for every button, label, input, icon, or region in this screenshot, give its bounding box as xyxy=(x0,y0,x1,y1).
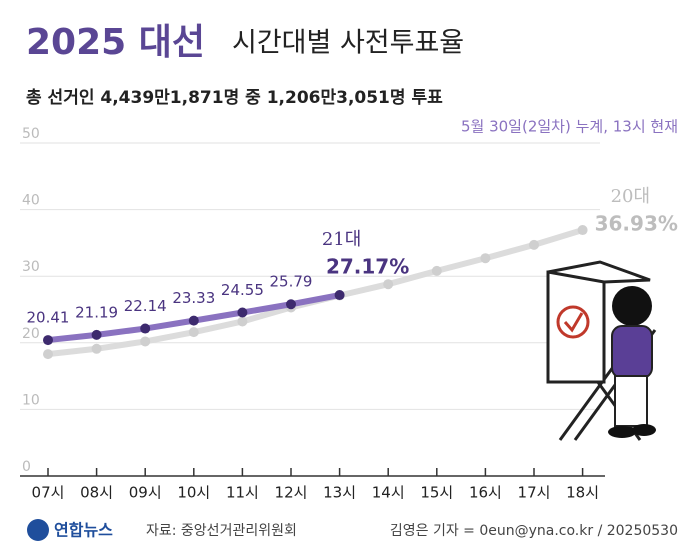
value-label: 21.19 xyxy=(75,303,118,321)
value-label: 22.14 xyxy=(124,297,167,315)
marker xyxy=(237,316,248,327)
marker xyxy=(334,290,345,301)
x-tick-label: 12시 xyxy=(275,484,308,502)
y-tick-label: 10 xyxy=(22,392,40,408)
marker xyxy=(237,307,248,318)
marker xyxy=(91,329,102,340)
marker xyxy=(188,315,199,326)
marker xyxy=(140,336,151,347)
chart-title: 2025 대선 xyxy=(26,22,205,63)
value-label: 23.33 xyxy=(172,289,215,307)
x-tick-label: 09시 xyxy=(129,484,162,502)
x-tick-label: 11시 xyxy=(226,484,259,502)
value-label: 27.17% xyxy=(326,255,409,279)
note: 5월 30일(2일차) 누계, 13시 현재 xyxy=(461,118,678,136)
marker xyxy=(91,343,102,354)
y-tick-label: 40 xyxy=(22,193,40,209)
series-name: 20대 xyxy=(611,186,650,207)
x-tick-label: 08시 xyxy=(80,484,113,502)
value-label: 24.55 xyxy=(221,281,264,299)
x-tick-label: 14시 xyxy=(372,484,405,502)
x-tick-label: 07시 xyxy=(32,484,65,502)
chart-subtitle: 시간대별 사전투표율 xyxy=(232,28,464,59)
value-label: 36.93% xyxy=(595,212,678,236)
marker xyxy=(431,265,442,276)
x-tick-label: 17시 xyxy=(518,484,551,502)
plot: 0 10 20 30 40 50 07시 08시 09시 10시 11시 12시 13시 14시 15시 16… xyxy=(20,126,678,502)
summary: 총 선거인 4,439만1,871명 중 1,206만3,051명 투표 xyxy=(26,88,443,108)
illustration xyxy=(546,260,657,441)
marker xyxy=(188,327,199,338)
marker xyxy=(140,323,151,334)
series-name: 21대 xyxy=(322,229,361,250)
series-line xyxy=(47,227,584,358)
source: 자료: 중앙선거관리위원회 xyxy=(146,523,297,539)
marker xyxy=(577,225,588,236)
marker xyxy=(43,335,53,346)
marker xyxy=(480,253,491,264)
value-label: 20.41 xyxy=(27,309,70,327)
x-tick-label: 10시 xyxy=(177,484,210,502)
x-tick-label: 15시 xyxy=(420,484,453,502)
y-tick-label: 30 xyxy=(22,259,40,275)
x-tick-label: 18시 xyxy=(566,484,599,502)
y-tick-label: 20 xyxy=(22,326,40,342)
y-tick-label: 50 xyxy=(22,126,40,142)
credit: 김영은 기자 = 0eun@yna.co.kr / 20250530 xyxy=(390,523,678,539)
logo-icon xyxy=(27,519,49,541)
x-tick-label: 16시 xyxy=(469,484,502,502)
logo: 연합뉴스 xyxy=(54,521,113,540)
y-tick-label: 0 xyxy=(22,459,31,475)
x-tick-label: 13시 xyxy=(323,484,356,502)
marker xyxy=(529,239,539,250)
value-label: 25.79 xyxy=(270,273,313,291)
marker xyxy=(43,349,53,360)
marker xyxy=(286,299,296,310)
marker xyxy=(383,279,394,290)
